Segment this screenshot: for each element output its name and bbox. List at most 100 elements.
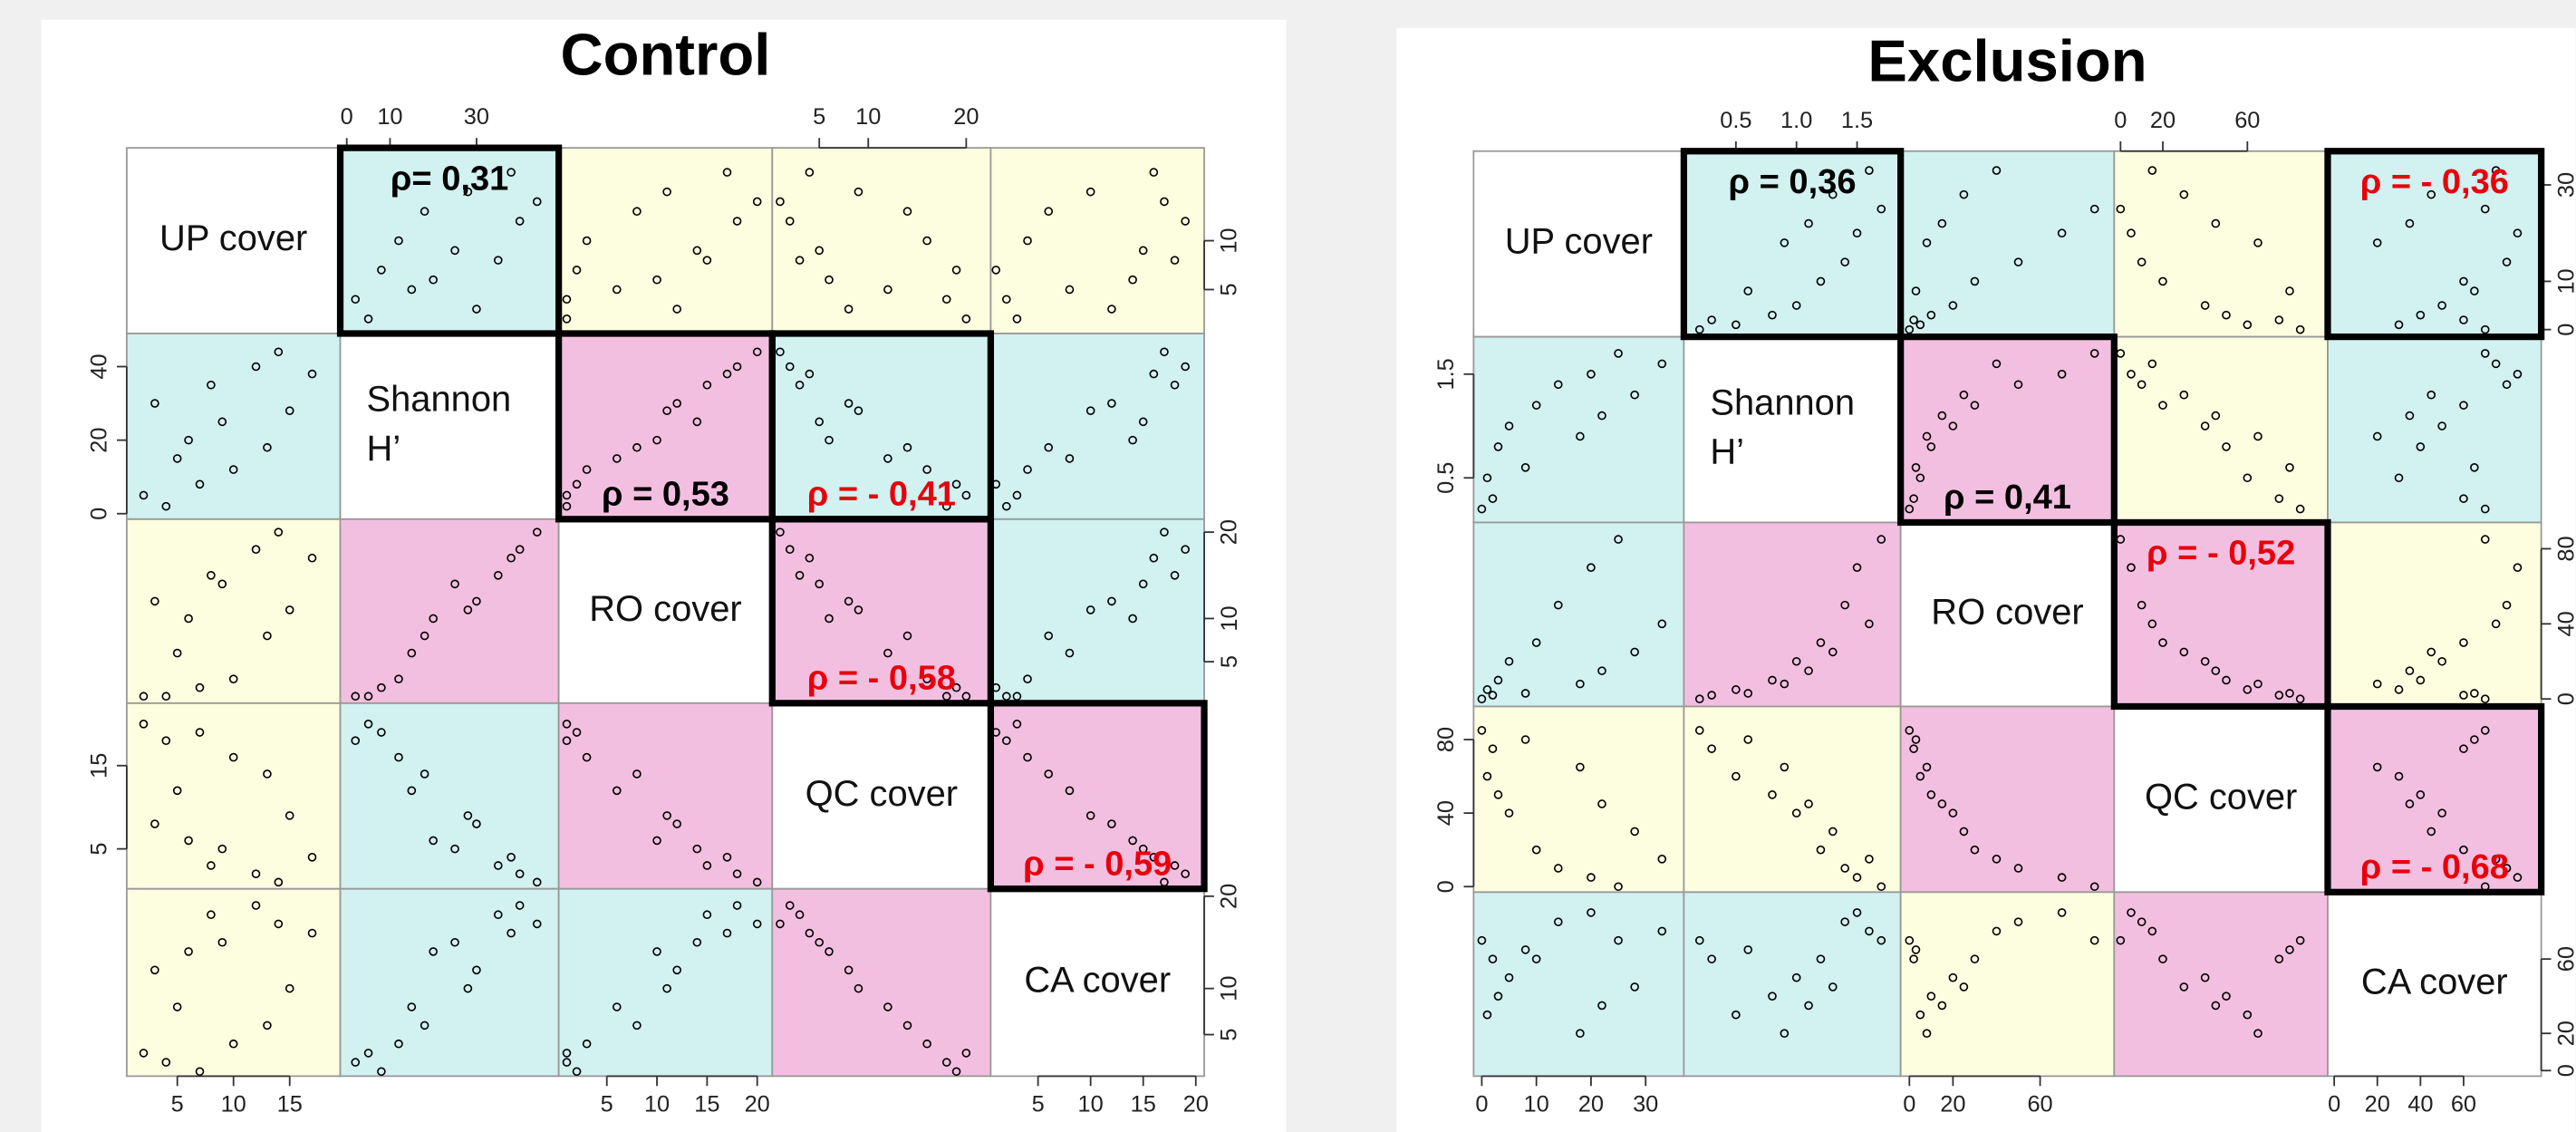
point [228, 465, 238, 474]
point [1768, 790, 1777, 799]
point [1181, 545, 1190, 555]
point [2147, 359, 2157, 369]
point [825, 614, 834, 624]
x-tick-label: 20 [953, 104, 979, 130]
point [2394, 473, 2404, 483]
point [217, 844, 227, 854]
point [1840, 257, 1849, 266]
point [515, 869, 525, 878]
point [1520, 735, 1530, 744]
point [1597, 411, 1606, 421]
point [450, 937, 459, 947]
variable-label: H’ [1710, 432, 1744, 472]
point [2211, 218, 2221, 228]
point [2285, 945, 2294, 954]
point [1012, 314, 1022, 324]
point [1911, 735, 1921, 744]
point [1160, 347, 1169, 357]
point [1149, 553, 1159, 563]
x-tick-label: 0 [2114, 108, 2127, 133]
point [1128, 836, 1137, 846]
chart-title: Exclusion [1867, 28, 2147, 94]
point [217, 937, 227, 947]
point [922, 1039, 931, 1049]
correlation-label: ρ = - 0,41 [807, 476, 956, 514]
point [2179, 390, 2189, 400]
point [2405, 411, 2415, 421]
x-tick-label: 5 [171, 1092, 184, 1117]
point [420, 1021, 429, 1030]
point [1085, 187, 1095, 197]
scatter-panel [125, 333, 342, 520]
point [1493, 992, 1503, 1001]
point [2200, 301, 2210, 310]
point [692, 246, 702, 256]
point [1531, 845, 1541, 855]
point [1852, 908, 1862, 917]
x-tick-label: 20 [1940, 1092, 1965, 1117]
point [732, 901, 742, 910]
point [377, 682, 386, 692]
point [951, 479, 961, 489]
scatter-panel [989, 701, 1205, 890]
point [922, 465, 931, 474]
point [922, 674, 931, 683]
point [2147, 166, 2157, 175]
point [1768, 675, 1777, 685]
point [274, 919, 284, 929]
point [922, 236, 931, 246]
point [1852, 873, 1862, 882]
point [420, 207, 429, 217]
point [263, 442, 272, 452]
point [1170, 570, 1180, 580]
point [1804, 1001, 1813, 1011]
scatter-panel [771, 518, 992, 704]
point [2243, 685, 2253, 694]
point [532, 197, 542, 207]
point [1791, 656, 1801, 666]
x-tick-label: 0 [2328, 1092, 2340, 1117]
point [662, 983, 671, 993]
point [1181, 217, 1190, 226]
point [582, 1039, 592, 1049]
point [1804, 218, 1813, 228]
y-tick-label: 1.5 [1433, 358, 1459, 390]
point [672, 399, 681, 408]
point [702, 256, 712, 265]
point [363, 720, 373, 729]
point [2158, 276, 2167, 286]
point [805, 369, 815, 379]
scatter-panel [125, 518, 342, 704]
point [2179, 982, 2189, 992]
point [2179, 189, 2189, 199]
point [1909, 494, 1918, 503]
point [1477, 694, 1487, 704]
y-tick-label: 0 [87, 508, 112, 520]
point [172, 786, 182, 796]
point [1840, 864, 1849, 873]
x-tick-label: 20 [2150, 108, 2176, 133]
point [1911, 945, 1921, 954]
point [632, 442, 642, 452]
point [785, 545, 795, 555]
point [2502, 600, 2512, 610]
point [776, 527, 785, 537]
x-tick-label: 0 [341, 104, 353, 130]
point [1085, 605, 1095, 614]
point [493, 256, 503, 265]
point [351, 295, 361, 305]
point [702, 380, 712, 390]
point [2013, 257, 2023, 266]
point [463, 605, 473, 614]
point [2416, 310, 2426, 320]
point [692, 937, 702, 947]
point [776, 347, 785, 357]
x-tick-label: 60 [2234, 108, 2260, 133]
point [2437, 421, 2446, 431]
point [1852, 563, 1862, 572]
point [515, 545, 525, 555]
point [1181, 362, 1190, 372]
x-tick-label: 10 [1524, 1092, 1549, 1117]
point [2274, 691, 2284, 700]
